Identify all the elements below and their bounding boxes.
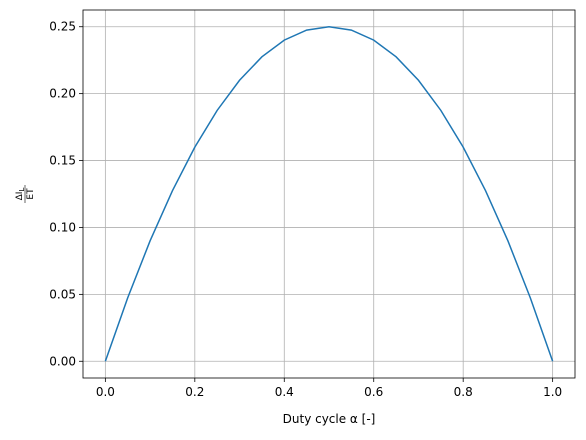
x-tick-label: 0.2 (185, 385, 204, 399)
x-tick-label: 0.4 (275, 385, 294, 399)
x-axis-label: Duty cycle α [-] (283, 412, 376, 426)
y-tick-label: 0.25 (49, 20, 76, 34)
y-tick-label: 0.00 (49, 354, 76, 368)
x-tick-label: 0.0 (96, 385, 115, 399)
y-label-subscript: L (18, 188, 26, 192)
data-line (104, 25, 554, 362)
x-tick-label: 1.0 (543, 385, 562, 399)
x-tick-label: 0.8 (454, 385, 473, 399)
y-label-denominator: ET (26, 188, 36, 200)
plot-frame (82, 9, 576, 379)
y-tick-label: 0.05 (49, 287, 76, 301)
y-tick-label: 0.20 (49, 87, 76, 101)
y-label-numerator-text: ΔI (15, 192, 25, 201)
y-tick-label: 0.10 (49, 220, 76, 234)
y-label-numerator: ΔIL (15, 188, 26, 201)
x-tick-label: 0.6 (364, 385, 383, 399)
y-axis-label: ΔIL ET (15, 185, 36, 203)
y-tick-label: 0.15 (49, 154, 76, 168)
